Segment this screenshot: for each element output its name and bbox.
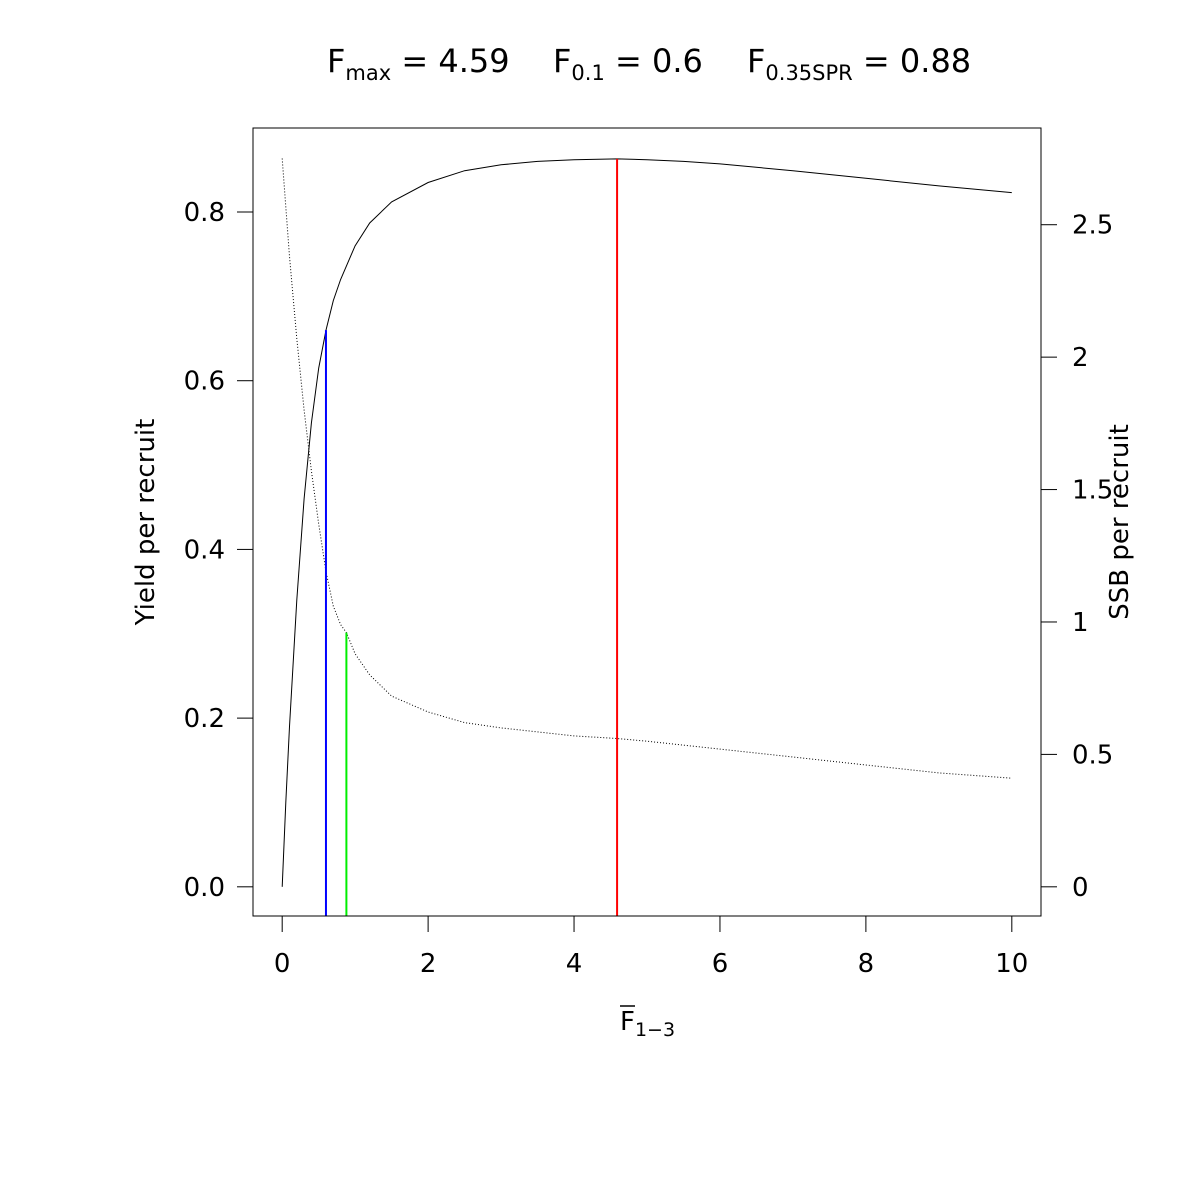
x-tick-label: 0	[274, 949, 291, 979]
y2-tick-label: 0.5	[1072, 740, 1113, 770]
x-tick-label: 10	[995, 949, 1028, 979]
y2-tick-label: 0	[1072, 873, 1089, 903]
y2-tick-label: 1	[1072, 608, 1089, 638]
title-fmax-subscript: max	[345, 61, 391, 85]
series-line-ypr	[281, 158, 1012, 887]
y2-tick-label: 2.5	[1072, 211, 1113, 241]
y-axis-label: Yield per recruit	[131, 419, 161, 627]
plot-frame	[252, 127, 1042, 917]
y-axis-left: 0.0 0.2 0.4 0.6 0.8	[184, 198, 254, 903]
title-f01-value: = 0.6	[605, 42, 703, 80]
y-tick-label: 0.6	[184, 367, 225, 397]
y-tick-label: 0.8	[184, 198, 225, 228]
title-fmax: Fmax = 4.59	[327, 42, 510, 85]
x-axis-label-subscript: 1−3	[635, 1019, 675, 1041]
y2-tick-label: 1.5	[1072, 476, 1113, 506]
title-f035spr-symbol: F	[747, 42, 765, 80]
reference-lines	[324, 158, 619, 916]
x-tick-label: 8	[858, 949, 875, 979]
y-tick-label: 0.2	[184, 704, 225, 734]
x-tick-label: 6	[712, 949, 729, 979]
title-f035spr-value: = 0.88	[853, 42, 971, 80]
y-tick-label: 0.0	[184, 873, 225, 903]
x-tick-label: 2	[420, 949, 437, 979]
title-f035spr: F0.35SPR = 0.88	[747, 42, 971, 85]
x-axis: 0 2 4 6 8 10	[274, 915, 1028, 979]
x-axis-label: F1−3	[620, 1007, 675, 1041]
chart-title: Fmax = 4.59 F0.1 = 0.6 F0.35SPR = 0.88	[327, 42, 971, 85]
y2-axis-label: SSB per recruit	[1105, 424, 1135, 620]
title-f035spr-subscript: 0.35SPR	[765, 61, 852, 85]
title-f01-symbol: F	[553, 42, 571, 80]
x-axis-label-symbol: F	[620, 1007, 635, 1037]
y-tick-label: 0.4	[184, 535, 225, 565]
title-fmax-value: = 4.59	[391, 42, 509, 80]
series-line-ssb	[281, 158, 1012, 779]
title-fmax-symbol: F	[327, 42, 345, 80]
x-tick-label: 4	[566, 949, 583, 979]
title-f01-subscript: 0.1	[571, 61, 604, 85]
y2-tick-label: 2	[1072, 343, 1089, 373]
title-f01: F0.1 = 0.6	[553, 42, 703, 85]
y-axis-right: 0 0.5 1 1.5 2 2.5	[1040, 211, 1113, 903]
series-layer	[281, 158, 1012, 887]
